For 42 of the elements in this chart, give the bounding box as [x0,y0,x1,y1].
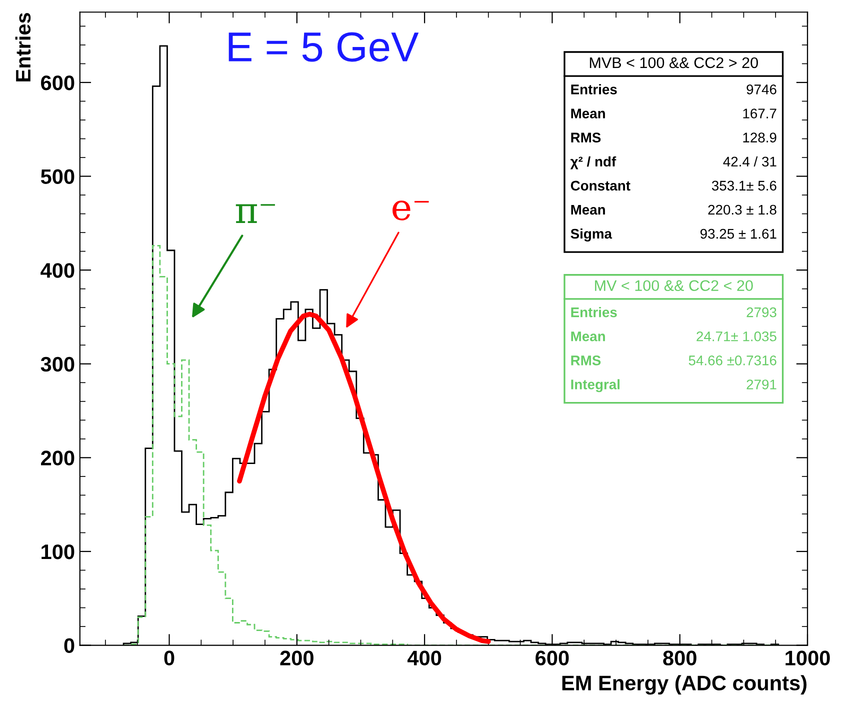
y-tick-label: 500 [40,169,74,184]
y-tick-label: 200 [41,450,74,466]
x-tick-label: 800 [663,650,696,666]
y-axis-title: Entries [15,12,31,82]
x-tick-label: 600 [536,650,569,666]
x-tick-label: 200 [280,650,314,666]
annotation: 128.9 [743,132,776,142]
annotation: Sigma [570,228,612,242]
annotation: Entries [571,84,617,94]
annotation: Mean [571,332,605,342]
annotation: Mean [571,204,605,215]
annotation: Integral [571,379,620,392]
annotation: Entries [571,307,617,318]
annotation: 2793 [746,307,776,318]
annotation: e⁻ [392,200,429,220]
annotation: RMS [571,132,601,142]
y-tick-label: 100 [42,544,74,560]
annotation: 353.1± 5.6 [712,180,776,191]
annotation: 220.3 ± 1.8 [708,204,776,215]
annotation: π⁻ [236,204,275,224]
x-tick-label: 0 [164,650,174,666]
annotation: 9746 [746,84,776,94]
y-tick-label: 0 [64,638,74,654]
annotation: RMS [571,356,601,366]
annotation: 2791 [746,380,776,390]
annotation: Constant [570,180,630,191]
y-tick-label: 300 [40,356,74,372]
y-tick-label: 400 [40,263,74,278]
text: MV < 100 && CC2 < 20 [595,280,753,292]
annotation: χ² / ndf [570,156,616,170]
text: MVB < 100 && CC2 > 20 [590,57,758,68]
annotation: 93.25 ± 1.61 [700,228,776,239]
annotation: 42.4 / 31 [723,156,776,167]
annotation: 24.71± 1.035 [696,331,776,342]
x-tick-label: 400 [407,650,442,666]
y-tick-label: 600 [41,75,74,90]
annotation: 167.7 [743,108,776,118]
x-axis-title: EM Energy (ADC counts) [562,675,806,695]
annotation: Mean [571,108,605,118]
annotation: 54.66 ±0.7316 [688,356,776,366]
x-tick-label: 1000 [786,650,830,666]
annotation: E = 5 GeV [228,32,419,62]
